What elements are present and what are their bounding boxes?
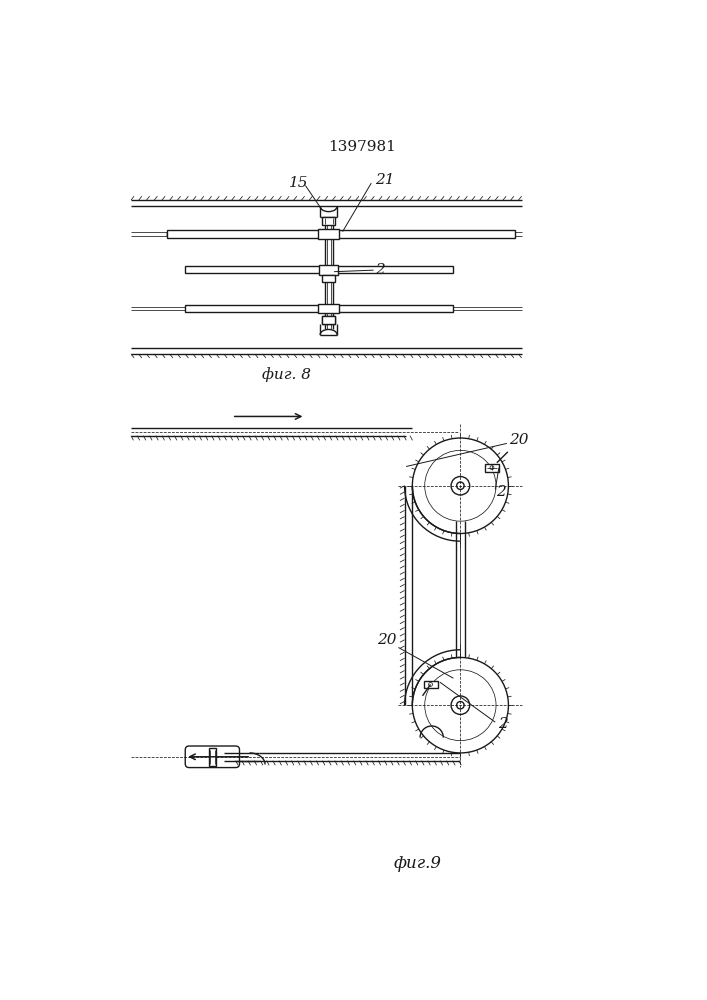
Circle shape (425, 670, 496, 741)
Text: 2: 2 (496, 485, 506, 499)
Bar (168, 230, 325, 238)
Bar (317, 229, 339, 239)
Circle shape (412, 438, 508, 533)
Text: 2: 2 (375, 263, 385, 277)
Bar (322, 217, 335, 225)
Bar (485, 464, 499, 472)
Bar (209, 748, 216, 766)
Circle shape (425, 450, 496, 521)
Bar (185, 305, 325, 312)
Text: 15: 15 (289, 176, 309, 190)
Bar (322, 316, 335, 324)
Text: 2: 2 (498, 717, 508, 731)
Bar (317, 304, 339, 312)
Text: 21: 21 (375, 173, 395, 187)
FancyBboxPatch shape (185, 746, 240, 768)
Text: фиг.9: фиг.9 (394, 855, 442, 872)
Bar (332, 305, 452, 312)
Circle shape (412, 657, 508, 753)
Bar (322, 316, 335, 324)
Bar (423, 681, 438, 688)
Bar (332, 230, 515, 238)
Bar (320, 265, 338, 275)
Text: 20: 20 (509, 433, 528, 447)
Text: фиг. 8: фиг. 8 (262, 367, 310, 382)
Bar (332, 266, 452, 273)
Text: 1397981: 1397981 (328, 140, 396, 154)
Circle shape (457, 702, 464, 709)
Text: 20: 20 (377, 633, 397, 647)
Circle shape (457, 482, 464, 489)
Bar (322, 275, 335, 282)
Bar (185, 266, 325, 273)
